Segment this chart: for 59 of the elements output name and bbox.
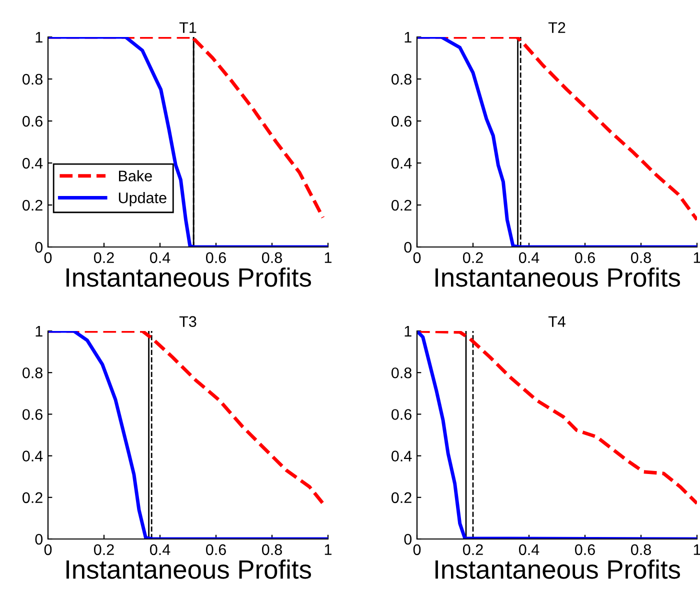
y-tick-label: 0 bbox=[404, 534, 412, 545]
x-axis-title: Instantaneous Profits bbox=[66, 559, 312, 579]
x-tick-label: 0.4 bbox=[518, 544, 540, 556]
y-tick-label: 0.4 bbox=[392, 158, 412, 169]
x-axis-title: Instantaneous Profits bbox=[435, 267, 680, 287]
y-tick-label: 0.8 bbox=[392, 367, 412, 378]
x-tick-label: 0.8 bbox=[262, 544, 282, 556]
x-tick-label: 1 bbox=[324, 544, 332, 555]
x-tick-label: 0.8 bbox=[630, 544, 651, 556]
chart-title: T3 bbox=[179, 316, 196, 327]
legend-label: Bake bbox=[119, 170, 152, 182]
y-tick-label: 0.4 bbox=[22, 450, 43, 462]
x-axis-title: Instantaneous Profits bbox=[66, 267, 312, 287]
y-tick-label: 0.2 bbox=[22, 200, 42, 211]
x-axis-title: Instantaneous Profits bbox=[435, 559, 680, 579]
x-tick-label: 0.4 bbox=[150, 544, 170, 556]
line-series bbox=[48, 331, 328, 539]
y-tick-label: 0.6 bbox=[392, 116, 412, 127]
y-tick-label: 0.4 bbox=[392, 450, 412, 462]
x-tick-label: 0.8 bbox=[630, 252, 651, 264]
line-series bbox=[417, 331, 697, 539]
y-tick-label: 0.6 bbox=[22, 409, 42, 420]
x-tick-label: 0.8 bbox=[262, 252, 282, 264]
y-tick-label: 0 bbox=[404, 242, 412, 253]
x-tick-label: 0.2 bbox=[462, 252, 483, 264]
chart-title: T4 bbox=[548, 316, 566, 327]
y-tick-label: 0 bbox=[35, 242, 43, 253]
x-tick-label: 0 bbox=[413, 252, 421, 264]
x-tick-label: 0.2 bbox=[94, 544, 114, 556]
x-tick-label: 0.4 bbox=[518, 252, 540, 264]
x-tick-label: 0.2 bbox=[94, 252, 114, 264]
x-tick-label: 0.4 bbox=[150, 252, 170, 264]
x-tick-label: 0.6 bbox=[206, 252, 226, 264]
y-tick-label: 0.2 bbox=[22, 492, 42, 504]
y-tick-label: 0 bbox=[35, 534, 43, 545]
x-tick-label: 0.6 bbox=[574, 252, 595, 264]
y-tick-label: 0.2 bbox=[392, 200, 412, 211]
x-tick-label: 0.6 bbox=[574, 544, 595, 556]
y-tick-label: 0.6 bbox=[392, 409, 412, 420]
y-tick-label: 0.4 bbox=[22, 158, 43, 169]
y-tick-label: 0.8 bbox=[22, 367, 42, 378]
line-series bbox=[417, 331, 697, 506]
chart-title: T1 bbox=[179, 22, 196, 33]
y-tick-label: 1 bbox=[36, 32, 42, 43]
x-tick-label: 0 bbox=[44, 252, 52, 264]
x-tick-label: 1 bbox=[324, 252, 332, 263]
x-tick-label: 0.6 bbox=[206, 544, 226, 556]
y-tick-label: 1 bbox=[36, 326, 42, 337]
y-tick-label: 1 bbox=[404, 32, 412, 43]
y-tick-label: 0.2 bbox=[392, 492, 412, 504]
x-tick-label: 0.2 bbox=[462, 544, 483, 556]
chart-title: T2 bbox=[548, 22, 566, 33]
y-tick-label: 1 bbox=[404, 326, 412, 337]
y-tick-label: 0.8 bbox=[392, 74, 412, 85]
y-tick-label: 0.6 bbox=[22, 116, 42, 127]
x-tick-label: 0 bbox=[413, 544, 421, 556]
legend-label: Update bbox=[118, 192, 166, 206]
x-tick-label: 0 bbox=[44, 544, 52, 556]
y-tick-label: 0.8 bbox=[22, 74, 42, 85]
